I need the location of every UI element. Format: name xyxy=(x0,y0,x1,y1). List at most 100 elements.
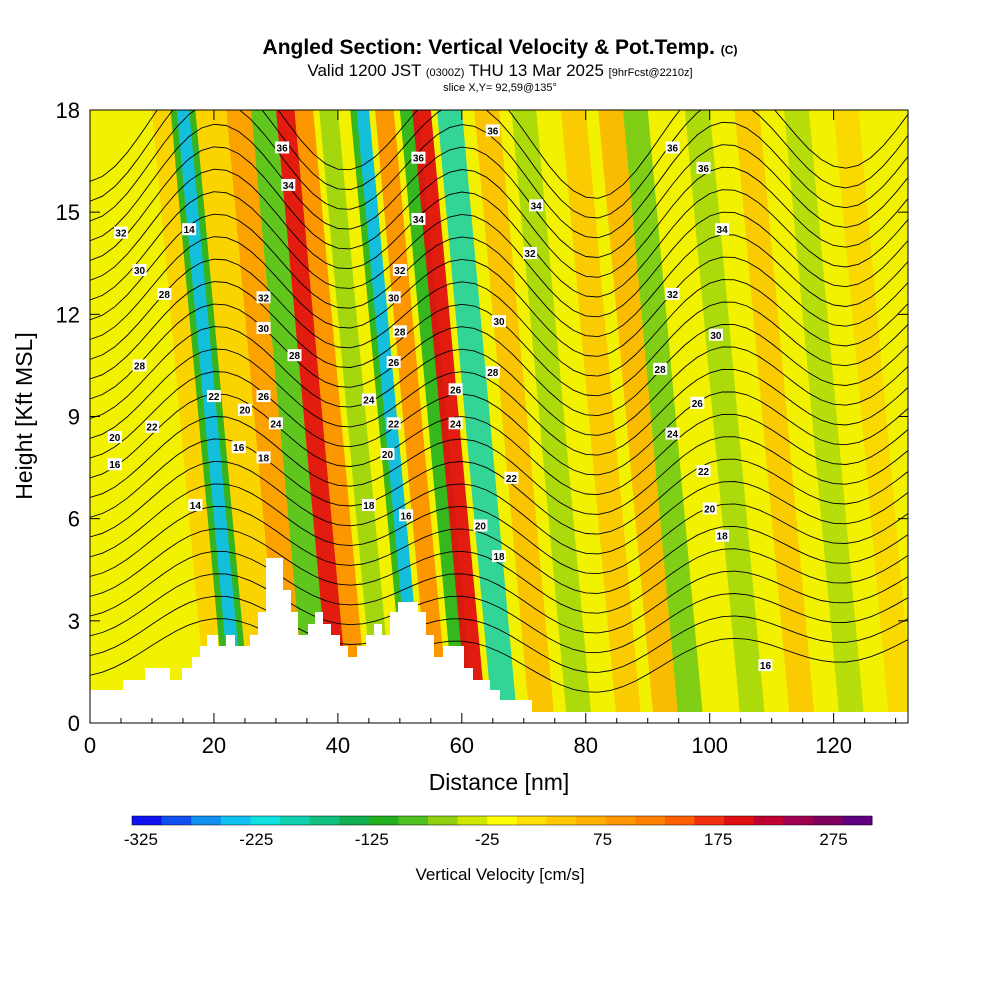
contour-label-text: 22 xyxy=(208,392,220,403)
contour-label-text: 28 xyxy=(159,290,171,301)
contour-label-text: 22 xyxy=(698,467,710,478)
colorbar-tick-label: -225 xyxy=(239,830,273,849)
velocity-band xyxy=(437,110,518,723)
contour-label-bg xyxy=(696,161,711,174)
colorbar-tick-label: 275 xyxy=(819,830,847,849)
colorbar-tick-label: -25 xyxy=(475,830,500,849)
contour-label-text: 14 xyxy=(190,501,202,512)
contour-label: 34 xyxy=(715,223,730,236)
contour-label: 32 xyxy=(113,226,128,240)
contour-label: 14 xyxy=(188,499,203,512)
chart-title-main: Angled Section: Vertical Velocity & Pot.… xyxy=(262,36,715,59)
theta-contour-line xyxy=(90,595,908,673)
contour-label-text: 26 xyxy=(450,385,462,396)
contour-label-bg xyxy=(132,359,147,372)
theta-contour-line xyxy=(90,146,908,278)
colorbar-swatch xyxy=(576,816,607,825)
contour-label-text: 30 xyxy=(493,317,505,328)
contour-label-text: 20 xyxy=(109,433,121,444)
contour-label-bg xyxy=(237,403,252,416)
y-tick-label: 3 xyxy=(68,609,80,634)
velocity-band xyxy=(622,110,704,723)
contour-label: 36 xyxy=(665,141,680,154)
contour-label-text: 34 xyxy=(413,215,425,226)
contour-label-bg xyxy=(256,291,271,304)
velocity-band xyxy=(412,110,487,723)
valid-utc: (0300Z) xyxy=(425,67,465,79)
contour-label-text: 36 xyxy=(667,143,679,154)
contour-label: 26 xyxy=(386,356,401,369)
contour-label-text: 28 xyxy=(134,361,146,372)
velocity-band xyxy=(598,110,679,723)
contour-label-bg xyxy=(107,430,122,443)
velocity-band xyxy=(511,110,592,723)
contour-label: 30 xyxy=(256,321,271,335)
contour-label: 30 xyxy=(708,328,723,342)
contour-label: 20 xyxy=(237,403,252,417)
y-tick-label: 18 xyxy=(56,98,80,123)
colorbar-swatch xyxy=(812,816,843,825)
contour-label: 18 xyxy=(715,529,730,543)
colorbar-tick-label: -125 xyxy=(355,830,389,849)
contour-label-bg xyxy=(702,502,717,515)
theta-contour-line xyxy=(90,416,908,515)
colorbar-swatch xyxy=(280,816,311,825)
contour-label-text: 22 xyxy=(388,419,400,430)
theta-contour-line xyxy=(90,303,908,417)
contour-label: 34 xyxy=(529,199,544,212)
velocity-band xyxy=(319,110,394,723)
contour-label-bg xyxy=(392,264,407,277)
contour-label: 36 xyxy=(696,161,711,175)
theta-contour-line xyxy=(90,213,908,338)
colorbar-swatch xyxy=(753,816,784,825)
contour-label-bg xyxy=(665,141,680,154)
terrain-mask xyxy=(90,558,908,723)
contour-label-text: 30 xyxy=(134,266,146,277)
contour-label-text: 32 xyxy=(667,290,679,301)
contour-label-text: 32 xyxy=(524,249,536,260)
contour-label: 26 xyxy=(690,396,705,410)
colorbar-swatch xyxy=(428,816,459,825)
contour-label-bg xyxy=(690,396,705,409)
theta-contour-line xyxy=(90,483,908,575)
contour-label: 28 xyxy=(287,349,302,362)
contour-label-text: 36 xyxy=(487,126,499,137)
colorbar-swatch xyxy=(605,816,636,825)
contour-label: 36 xyxy=(411,151,426,165)
contour-label-bg xyxy=(256,390,271,403)
contour-label-bg xyxy=(448,383,463,396)
contour-label: 16 xyxy=(758,659,773,672)
theta-contour-line xyxy=(90,191,908,318)
contour-label: 24 xyxy=(448,417,463,430)
contour-label-text: 16 xyxy=(400,511,412,522)
contour-label-text: 22 xyxy=(506,474,518,485)
contour-label-bg xyxy=(392,325,407,338)
forecast-info: [9hrFcst@2210z] xyxy=(608,67,693,79)
slice-info: slice X,Y= 92,59@135° xyxy=(443,82,557,94)
valid-time: Valid 1200 JST xyxy=(307,61,422,80)
y-tick-label: 12 xyxy=(56,302,80,327)
contour-label-bg xyxy=(758,659,773,672)
chart-title-unit: (C) xyxy=(720,43,738,57)
colorbar-tick-label: 175 xyxy=(704,830,732,849)
contour-label: 32 xyxy=(392,264,407,277)
velocity-band xyxy=(474,110,555,723)
contour-label-text: 30 xyxy=(258,324,270,335)
velocity-band xyxy=(275,110,351,723)
contour-label: 24 xyxy=(361,393,376,406)
x-axis: 0 20 40 60 80 100 120 xyxy=(84,110,897,758)
contour-label-text: 26 xyxy=(258,392,270,403)
contour-label: 18 xyxy=(361,499,376,512)
contour-label-text: 28 xyxy=(394,327,406,338)
contour-label-bg xyxy=(275,141,290,154)
chart-subtitle: Valid 1200 JST (0300Z) THU 13 Mar 2025 [… xyxy=(0,62,1000,82)
contour-label: 28 xyxy=(157,287,172,301)
theta-contour-line xyxy=(90,371,908,476)
colorbar-swatch xyxy=(694,816,725,825)
contour-label: 36 xyxy=(485,124,500,137)
y-tick-label: 9 xyxy=(68,405,80,430)
contour-label: 32 xyxy=(256,291,271,304)
theta-contour-line xyxy=(90,550,908,634)
contour-label-bg xyxy=(157,287,172,300)
colorbar-tick-label: -325 xyxy=(124,830,158,849)
